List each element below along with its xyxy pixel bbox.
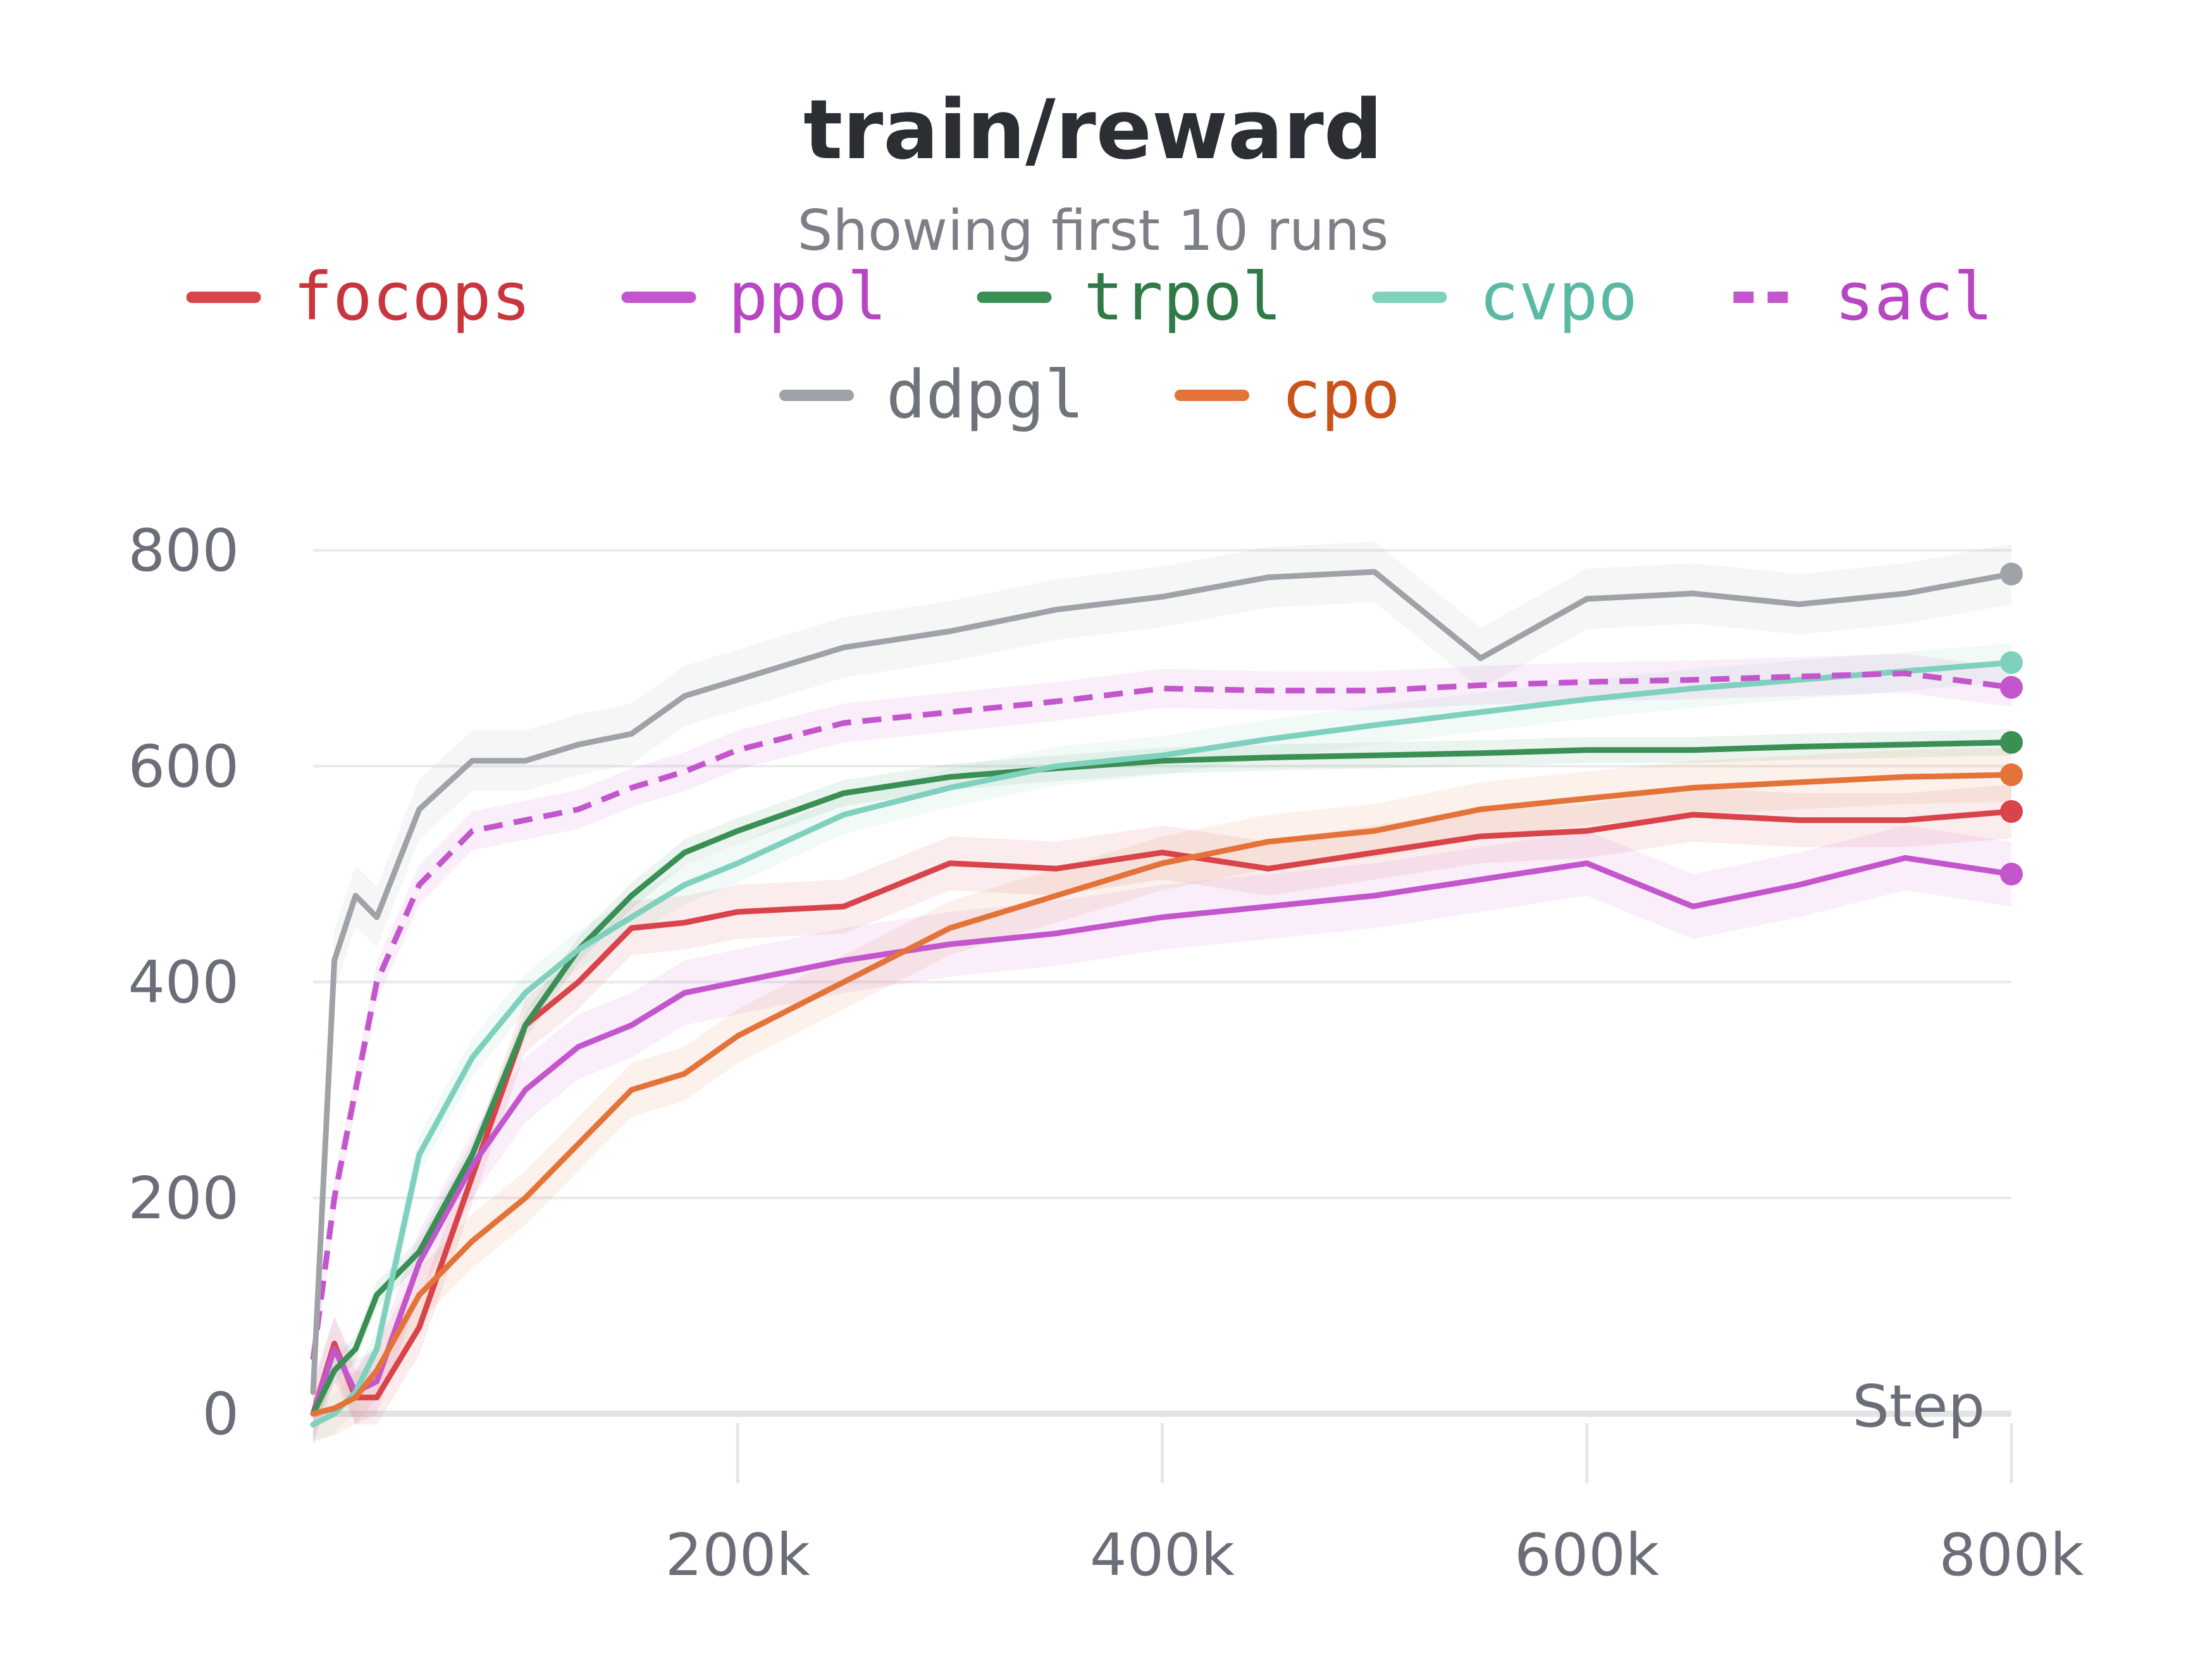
legend-item-cpo[interactable]: cpo xyxy=(1175,356,1400,433)
legend-label: cpo xyxy=(1281,356,1400,433)
endpoint-focops xyxy=(2000,800,2023,823)
x-axis-ticks: 200k 400k 600k 800k xyxy=(665,1521,2084,1589)
x-tick-label: 400k xyxy=(1090,1521,1235,1589)
legend-item-ddpgl[interactable]: ddpgl xyxy=(779,356,1084,433)
x-tick-label: 200k xyxy=(665,1521,811,1589)
series-line-cpo xyxy=(310,772,2015,1417)
series-line-sacl xyxy=(310,670,2012,1361)
legend-item-cvpo[interactable]: cvpo xyxy=(1372,258,1638,335)
x-tick-label: 600k xyxy=(1514,1521,1660,1589)
series-line-ddpgl xyxy=(310,569,2015,1395)
chart-title: train/reward xyxy=(803,82,1383,178)
series-lines xyxy=(310,562,2023,1428)
y-tick-label: 400 xyxy=(128,949,239,1016)
band-cpo xyxy=(313,748,2011,1441)
series-line-cvpo xyxy=(310,660,2015,1428)
series-line-focops xyxy=(310,808,2015,1417)
legend-label: trpol xyxy=(1084,258,1282,335)
chart-subtitle: Showing first 10 runs xyxy=(798,198,1389,263)
legend-item-focops[interactable]: focops xyxy=(186,258,531,335)
endpoint-ppol xyxy=(2000,862,2023,886)
endpoint-cpo xyxy=(2000,763,2023,786)
series-line-trpol xyxy=(310,739,2015,1417)
band-ddpgl xyxy=(313,541,2011,1423)
legend-item-ppol[interactable]: ppol xyxy=(621,258,887,335)
legend-item-trpol[interactable]: trpol xyxy=(977,258,1282,335)
legend-label: focops xyxy=(293,258,531,335)
y-tick-label: 800 xyxy=(128,517,239,584)
legend-label: sacl xyxy=(1835,258,1993,335)
legend-label: ppol xyxy=(729,258,887,335)
x-tick-label: 800k xyxy=(1939,1521,2085,1589)
y-tick-label: 0 xyxy=(202,1380,239,1448)
y-tick-label: 200 xyxy=(128,1164,239,1232)
endpoint-trpol xyxy=(2000,731,2023,754)
endpoint-sacl xyxy=(2000,676,2023,699)
series-line-ppol xyxy=(310,855,2015,1417)
x-axis-label: Step xyxy=(1853,1373,1985,1440)
legend-label: cvpo xyxy=(1479,258,1638,335)
y-tick-label: 600 xyxy=(128,732,239,800)
y-axis-ticks: 0 200 400 600 800 xyxy=(128,517,239,1448)
chart-legend: focops ppol trpol cvpo sacl ddpgl cpo xyxy=(186,258,1993,433)
chart-grid xyxy=(313,549,2013,1483)
legend-item-sacl[interactable]: sacl xyxy=(1733,258,1993,335)
endpoint-cvpo xyxy=(2000,651,2023,674)
legend-label: ddpgl xyxy=(886,356,1084,433)
endpoint-ddpgl xyxy=(2000,562,2023,586)
